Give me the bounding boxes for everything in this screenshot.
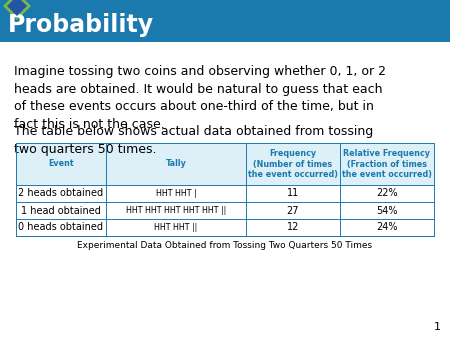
Text: Experimental Data Obtained from Tossing Two Quarters 50 Times: Experimental Data Obtained from Tossing … — [77, 241, 373, 250]
Text: 54%: 54% — [376, 206, 398, 216]
Polygon shape — [3, 0, 31, 20]
Text: Tally: Tally — [166, 160, 186, 169]
Text: HHT HHT HHT HHT HHT ||: HHT HHT HHT HHT HHT || — [126, 206, 226, 215]
Text: Relative Frequency
(Fraction of times
the event occurred): Relative Frequency (Fraction of times th… — [342, 149, 432, 179]
Text: Event: Event — [48, 160, 74, 169]
Text: Probability: Probability — [8, 13, 154, 37]
Text: 12: 12 — [287, 222, 299, 233]
Text: HHT HHT ||: HHT HHT || — [154, 223, 198, 232]
Text: 22%: 22% — [376, 189, 398, 198]
Text: 27: 27 — [287, 206, 299, 216]
Bar — [0, 42, 450, 338]
Text: 1 head obtained: 1 head obtained — [21, 206, 101, 216]
Bar — [16, 143, 434, 236]
Text: 11: 11 — [287, 189, 299, 198]
Text: Frequency
(Number of times
the event occurred): Frequency (Number of times the event occ… — [248, 149, 338, 179]
Text: 0 heads obtained: 0 heads obtained — [18, 222, 104, 233]
Text: 1: 1 — [434, 322, 441, 332]
Text: The table below shows actual data obtained from tossing
two quarters 50 times.: The table below shows actual data obtain… — [14, 125, 373, 155]
Text: HHT HHT |: HHT HHT | — [156, 189, 196, 198]
Bar — [16, 143, 434, 185]
Text: 2 heads obtained: 2 heads obtained — [18, 189, 104, 198]
Polygon shape — [7, 0, 27, 16]
Bar — [0, 0, 450, 42]
Text: Imagine tossing two coins and observing whether 0, 1, or 2
heads are obtained. I: Imagine tossing two coins and observing … — [14, 65, 386, 130]
Text: 24%: 24% — [376, 222, 398, 233]
